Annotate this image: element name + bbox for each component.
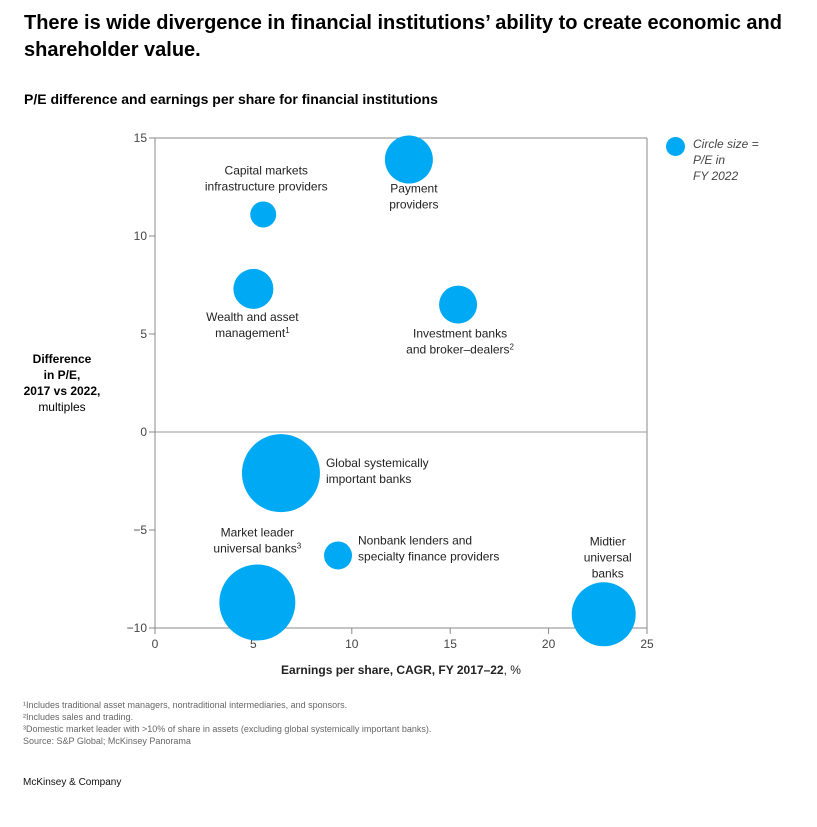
legend-bubble-icon — [666, 137, 685, 156]
footnote-1: ¹Includes traditional asset managers, no… — [23, 700, 348, 710]
bubble-label: universal banks3 — [213, 541, 301, 556]
bubble-label: universal — [584, 550, 632, 564]
x-tick-label: 15 — [444, 637, 458, 651]
bubble — [233, 268, 274, 309]
bubble-label: Nonbank lenders and — [358, 533, 472, 547]
bubble — [250, 201, 277, 228]
bubble-label: specialty finance providers — [358, 549, 499, 563]
y-tick-label: 5 — [140, 327, 147, 341]
footnote-2: ²Includes sales and trading. — [23, 712, 134, 722]
x-tick-label: 10 — [345, 637, 359, 651]
legend-note: Circle size = P/E in FY 2022 — [693, 136, 793, 184]
y-tick-label: 10 — [134, 229, 148, 243]
y-tick-label: 0 — [140, 425, 147, 439]
y-axis-label-line-4: multiples — [38, 400, 86, 414]
y-tick-label: −5 — [133, 523, 147, 537]
bubble-label: Investment banks — [413, 327, 507, 341]
y-axis-label-line-2: in P/E, — [43, 368, 81, 382]
bubble-label: Global systemically — [326, 456, 429, 470]
x-tick-label: 20 — [542, 637, 556, 651]
bubble-label: providers — [389, 198, 438, 212]
y-axis-label-line-1: Difference — [32, 352, 92, 366]
y-tick-label: −10 — [127, 621, 148, 635]
bubble-label: infrastructure providers — [205, 179, 328, 193]
footnote-3: ³Domestic market leader with >10% of sha… — [23, 724, 432, 734]
bubble — [324, 541, 353, 570]
bubble-label: management1 — [215, 325, 290, 340]
bubble — [571, 582, 636, 647]
bubble-label: Capital markets — [225, 163, 308, 177]
bubble-label: important banks — [326, 472, 411, 486]
legend-note-line-3: FY 2022 — [693, 169, 739, 183]
bubble-label: banks — [592, 566, 624, 580]
bubble-label: and broker–dealers2 — [406, 342, 514, 357]
x-tick-label: 5 — [250, 637, 257, 651]
x-tick-label: 25 — [640, 637, 654, 651]
y-axis-label: Difference in P/E, 2017 vs 2022, multipl… — [14, 351, 110, 415]
bubble — [219, 564, 296, 641]
x-axis-label: Earnings per share, CAGR, FY 2017–22, % — [281, 663, 521, 677]
bubble-label: Payment — [390, 182, 438, 196]
y-axis-label-line-3: 2017 vs 2022, — [23, 384, 101, 398]
bubble — [241, 434, 320, 513]
bubble — [439, 285, 478, 324]
y-tick-label: 15 — [134, 131, 148, 145]
footnote-source: Source: S&P Global; McKinsey Panorama — [23, 736, 191, 746]
bubble-label: Midtier — [590, 534, 626, 548]
legend-note-line-1: Circle size = — [693, 137, 759, 151]
chart-subtitle: P/E difference and earnings per share fo… — [24, 91, 438, 107]
bubble-label: Wealth and asset — [206, 310, 299, 324]
chart-title: There is wide divergence in financial in… — [24, 12, 782, 61]
bubble-label: Market leader — [221, 526, 294, 540]
legend-note-line-2: P/E in — [693, 153, 726, 167]
x-tick-label: 0 — [152, 637, 159, 651]
brand-logo: McKinsey & Company — [23, 777, 122, 788]
bubble — [384, 135, 433, 184]
footnotes: ¹Includes traditional asset managers, no… — [23, 699, 431, 747]
bubble-chart: −10 −5 0 5 10 15 0 5 10 15 20 25 Earnings per share,… — [127, 131, 654, 677]
